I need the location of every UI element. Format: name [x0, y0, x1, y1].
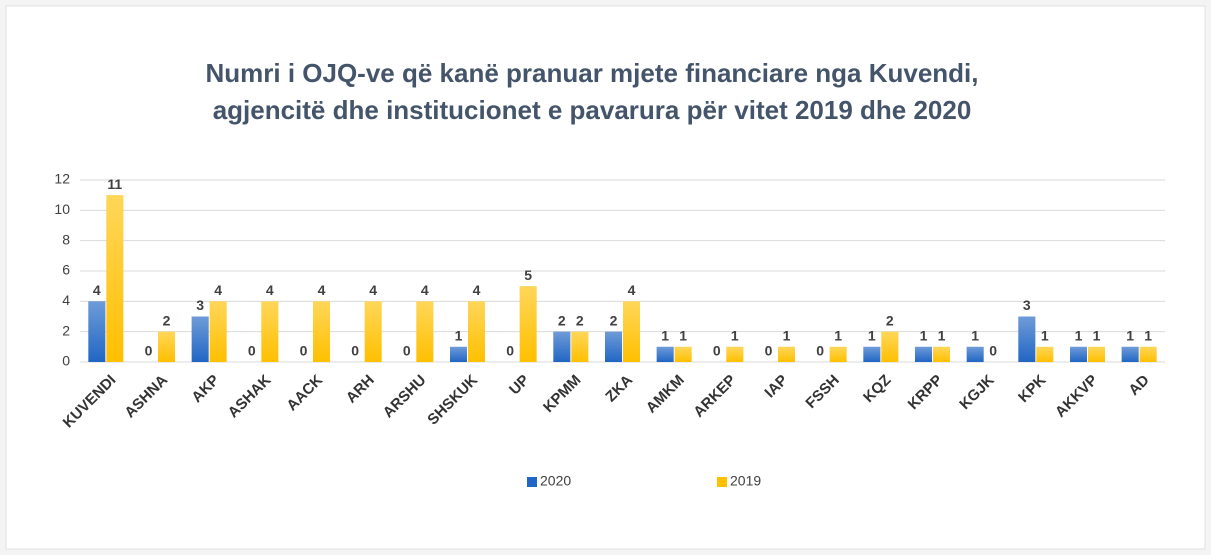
bar-shine: [881, 331, 899, 362]
bar-shine: [605, 331, 622, 362]
bar-shine: [158, 331, 175, 362]
bar-shine: [1070, 346, 1087, 362]
bar-shine: [915, 346, 932, 362]
data-label: 4: [318, 282, 326, 298]
chart-title: agjencitë dhe institucionet e pavarura p…: [213, 95, 972, 125]
data-label: 1: [868, 328, 876, 344]
bar-shine: [553, 331, 571, 362]
data-label: 1: [783, 328, 791, 344]
bar-shine: [364, 301, 382, 362]
bar-shine: [1139, 346, 1157, 362]
y-tick-label: 10: [54, 201, 70, 217]
data-label: 1: [971, 328, 979, 344]
bar-shine: [778, 346, 795, 362]
data-label: 2: [886, 312, 894, 328]
chart-title: Numri i OJQ-ve që kanë pranuar mjete fin…: [205, 58, 978, 88]
data-label: 4: [473, 282, 481, 298]
data-label: 0: [403, 343, 411, 359]
data-label: 2: [610, 312, 618, 328]
data-label: 11: [107, 176, 122, 192]
data-label: 4: [421, 282, 429, 298]
bar-shine: [674, 346, 692, 362]
bar-shine: [933, 346, 950, 362]
y-tick-label: 2: [62, 322, 70, 338]
data-label: 0: [300, 343, 308, 359]
bar-shine: [1088, 346, 1105, 362]
y-tick-label: 0: [62, 353, 70, 369]
data-label: 2: [558, 312, 566, 328]
y-tick-label: 12: [54, 171, 70, 187]
data-label: 0: [506, 343, 514, 359]
data-label: 3: [1023, 297, 1031, 313]
data-label: 2: [163, 312, 171, 328]
data-label: 1: [679, 328, 687, 344]
data-label: 0: [713, 343, 721, 359]
data-label: 1: [834, 328, 842, 344]
data-label: 0: [248, 343, 256, 359]
bar-shine: [191, 316, 209, 362]
data-label: 1: [1075, 328, 1083, 344]
bar-shine: [863, 346, 881, 362]
legend-label: 2019: [730, 473, 761, 489]
bar-shine: [829, 346, 847, 362]
data-label: 4: [266, 282, 274, 298]
data-label: 1: [455, 328, 463, 344]
bar-shine: [88, 301, 106, 362]
bar-shine: [468, 301, 485, 362]
data-label: 0: [816, 343, 824, 359]
data-label: 1: [1126, 328, 1134, 344]
data-label: 0: [145, 343, 153, 359]
data-label: 4: [93, 282, 101, 298]
data-label: 1: [1144, 328, 1152, 344]
bar-shine: [261, 301, 279, 362]
data-label: 4: [628, 282, 636, 298]
data-label: 1: [938, 328, 946, 344]
data-label: 4: [214, 282, 222, 298]
data-label: 0: [765, 343, 773, 359]
data-label: 1: [920, 328, 928, 344]
y-tick-label: 4: [62, 292, 70, 308]
y-tick-label: 8: [62, 231, 70, 247]
data-label: 0: [989, 343, 997, 359]
data-label: 1: [1093, 328, 1101, 344]
bar-shine: [450, 346, 467, 362]
bar-shine: [313, 301, 330, 362]
bar-shine: [656, 346, 674, 362]
legend-swatch: [717, 477, 727, 487]
bar-shine: [519, 286, 537, 362]
data-label: 2: [576, 312, 584, 328]
bar-shine: [726, 346, 744, 362]
data-label: 3: [196, 297, 204, 313]
data-label: 1: [731, 328, 739, 344]
bar-shine: [966, 346, 984, 362]
bar-shine: [623, 301, 640, 362]
bar-shine: [106, 195, 124, 362]
legend-swatch: [527, 477, 537, 487]
data-label: 1: [661, 328, 669, 344]
data-label: 4: [369, 282, 377, 298]
chart-card: [5, 5, 1206, 550]
bar-shine: [416, 301, 434, 362]
bar-shine: [1036, 346, 1054, 362]
bar-shine: [1018, 316, 1036, 362]
data-label: 5: [524, 267, 532, 283]
legend-label: 2020: [540, 473, 571, 489]
y-tick-label: 6: [62, 262, 70, 278]
data-label: 1: [1041, 328, 1049, 344]
bar-shine: [1121, 346, 1139, 362]
bar-shine: [571, 331, 589, 362]
data-label: 0: [351, 343, 359, 359]
bar-shine: [209, 301, 227, 362]
